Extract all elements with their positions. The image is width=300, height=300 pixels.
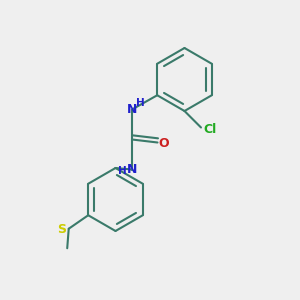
Text: O: O [159, 137, 170, 150]
Text: H: H [118, 166, 127, 176]
Text: N: N [127, 103, 137, 116]
Text: S: S [58, 223, 67, 236]
Text: H: H [136, 98, 145, 108]
Text: Cl: Cl [203, 123, 217, 136]
Text: N: N [127, 163, 137, 176]
